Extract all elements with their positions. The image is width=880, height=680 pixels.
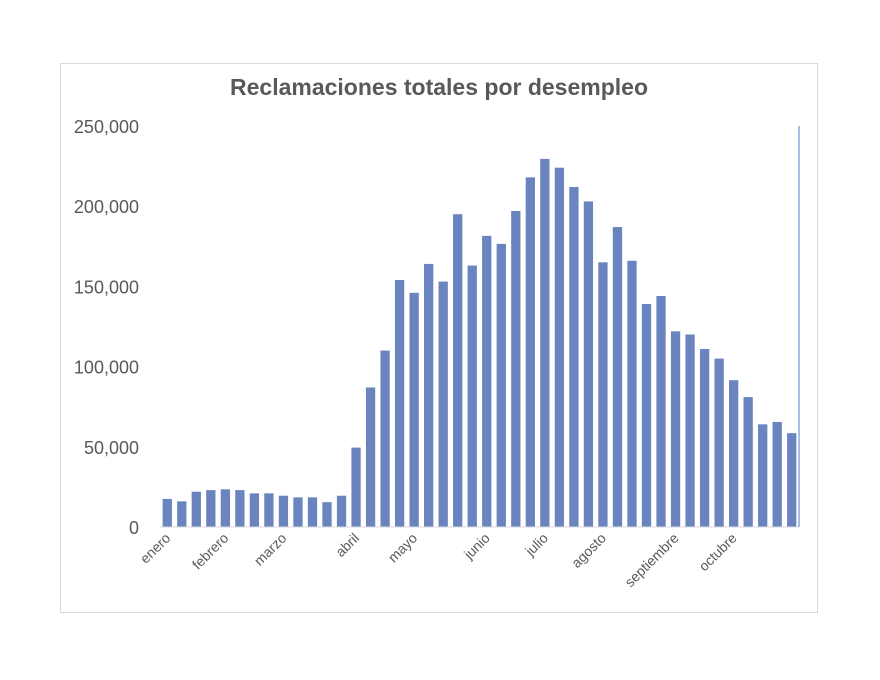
bar [670,331,681,527]
bar [162,498,172,527]
chart-title: Reclamaciones totales por desempleo [230,74,648,100]
bar [191,491,201,527]
bar [206,490,216,527]
bar [714,358,724,527]
bar [743,397,753,527]
bar [482,235,492,527]
bar [583,201,594,527]
x-tick-label: junio [460,530,493,563]
bar [322,502,332,527]
bar [307,497,318,527]
bar [511,211,521,527]
bar [351,447,361,527]
x-tick-label: julio [521,530,551,560]
x-tick-label: agosto [568,530,609,571]
bars-group [162,158,797,528]
bar [525,177,535,527]
x-tick-label: febrero [189,530,232,573]
y-axis-ticks: 0 50,000 100,000 150,000 200,000 250,000 [74,117,139,538]
x-tick-label: enero [137,530,174,567]
y-tick-label: 200,000 [74,197,139,217]
y-tick-label: 250,000 [74,117,139,137]
bar [772,421,782,527]
x-tick-label: abril [332,530,362,560]
bar [758,424,768,527]
bar [496,243,506,527]
y-tick-label: 0 [129,518,139,538]
bar [278,495,289,527]
bar [380,350,390,527]
bar [453,214,463,527]
bar [365,387,376,527]
y-tick-label: 50,000 [84,438,139,458]
x-axis-labels: enero febrero marzo abril mayo junio julio agos… [137,530,740,590]
bar [612,227,623,528]
x-axis [160,126,800,528]
bar [249,493,260,527]
bar [729,380,739,527]
bar [177,501,187,527]
bar [235,490,245,527]
x-tick-label: septiembre [621,530,681,590]
x-tick-label: octubre [695,530,739,574]
y-tick-label: 100,000 [74,358,139,378]
bar [598,262,608,527]
bar [293,497,303,527]
bar [264,493,274,527]
bar [220,489,230,527]
bar [569,186,579,527]
bar [685,334,695,527]
bar [336,495,347,527]
bar [409,292,419,527]
bar [424,263,434,527]
x-tick-label: marzo [251,530,290,569]
bar [787,433,797,527]
x-tick-label: mayo [385,530,421,566]
bar [641,304,652,527]
bar [438,281,448,527]
y-tick-label: 150,000 [74,277,139,297]
bar [627,260,637,527]
bar [656,296,666,527]
bar [699,348,710,527]
bar [394,279,405,527]
bar [554,167,565,527]
bar [540,158,550,527]
bar [467,265,477,527]
